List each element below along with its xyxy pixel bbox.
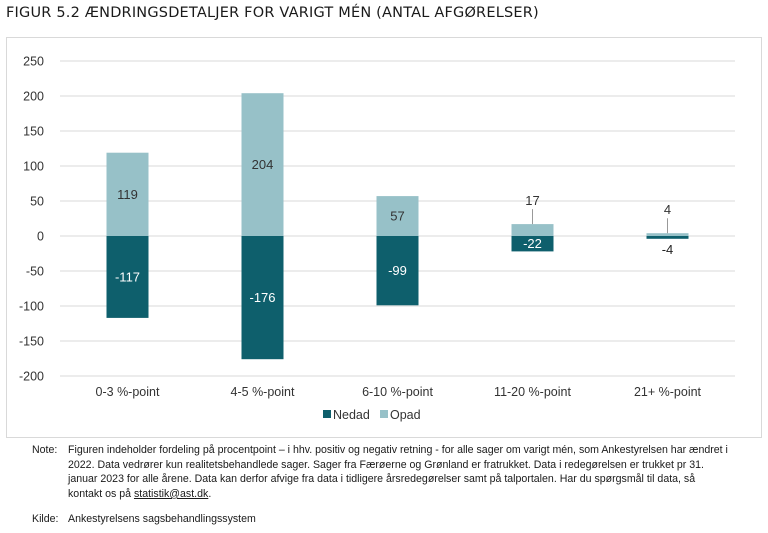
- data-label-nedad: -99: [388, 263, 407, 278]
- data-label-nedad: -22: [523, 236, 542, 251]
- data-label-nedad: -4: [662, 242, 674, 257]
- bar-nedad: [376, 236, 419, 306]
- data-label-opad: 4: [664, 202, 671, 217]
- source-text: Ankestyrelsens sagsbehandlingssystem: [68, 513, 256, 525]
- x-category-label: 21+ %-point: [634, 385, 702, 399]
- bar-opad: [106, 152, 149, 236]
- y-tick-label: -50: [26, 265, 44, 279]
- data-labels: -117 119 -176 204 -99 57 -22 17 -4 4: [115, 157, 673, 305]
- bar-nedad: [511, 236, 554, 252]
- x-category-label: 6-10 %-point: [362, 385, 433, 399]
- bar-opad: [241, 93, 284, 236]
- bar-nedad: [646, 236, 689, 239]
- x-category-label: 0-3 %-point: [96, 385, 160, 399]
- y-tick-label: 250: [23, 55, 44, 69]
- chart-frame: [6, 37, 762, 438]
- y-tick-label: 0: [37, 230, 44, 244]
- data-label-opad: 204: [252, 157, 274, 172]
- y-axis-tick-labels: 250 200 150 100 50 0 -50 -100 -150 -200: [19, 55, 44, 384]
- y-tick-label: 50: [30, 195, 44, 209]
- bar-nedad: [106, 236, 149, 318]
- y-tick-label: 150: [23, 125, 44, 139]
- x-category-label: 4-5 %-point: [231, 385, 295, 399]
- x-axis-category-labels: 0-3 %-point 4-5 %-point 6-10 %-point 11-20 …: [96, 385, 702, 399]
- y-tick-label: 200: [23, 90, 44, 104]
- data-label-opad: 119: [117, 187, 138, 202]
- bar-opad: [646, 233, 689, 236]
- legend-swatch-nedad: [323, 410, 331, 418]
- statistik-email-link[interactable]: statistik@ast.dk: [133, 487, 209, 500]
- bar-opad: [376, 196, 419, 236]
- legend-label-nedad: Nedad: [333, 408, 370, 422]
- data-label-opad: 17: [525, 193, 539, 208]
- y-tick-label: 100: [23, 160, 44, 174]
- data-label-opad: 57: [390, 209, 404, 224]
- legend-label-opad: Opad: [390, 408, 421, 422]
- y-tick-label: -150: [19, 335, 44, 349]
- y-tick-label: -200: [19, 370, 44, 384]
- legend-swatch-opad: [380, 410, 388, 418]
- chart-title: FIGUR 5.2 ÆNDRINGSDETALJER FOR VARIGT MÉ…: [6, 5, 539, 21]
- note-body: Figuren indeholder fordeling på procentp…: [68, 444, 728, 500]
- y-tick-label: -100: [19, 300, 44, 314]
- data-label-nedad: -117: [115, 269, 140, 284]
- data-label-nedad: -176: [249, 290, 275, 305]
- bar-nedad: [241, 236, 284, 360]
- note-label: Note:: [32, 444, 58, 456]
- note-text: Figuren indeholder fordeling på procentp…: [68, 443, 728, 501]
- legend: Nedad Opad: [323, 408, 421, 422]
- bar-opad: [511, 224, 554, 236]
- source-label: Kilde:: [32, 513, 59, 525]
- x-category-label: 11-20 %-point: [494, 385, 571, 399]
- note-end: .: [208, 487, 212, 500]
- bars: [106, 93, 689, 360]
